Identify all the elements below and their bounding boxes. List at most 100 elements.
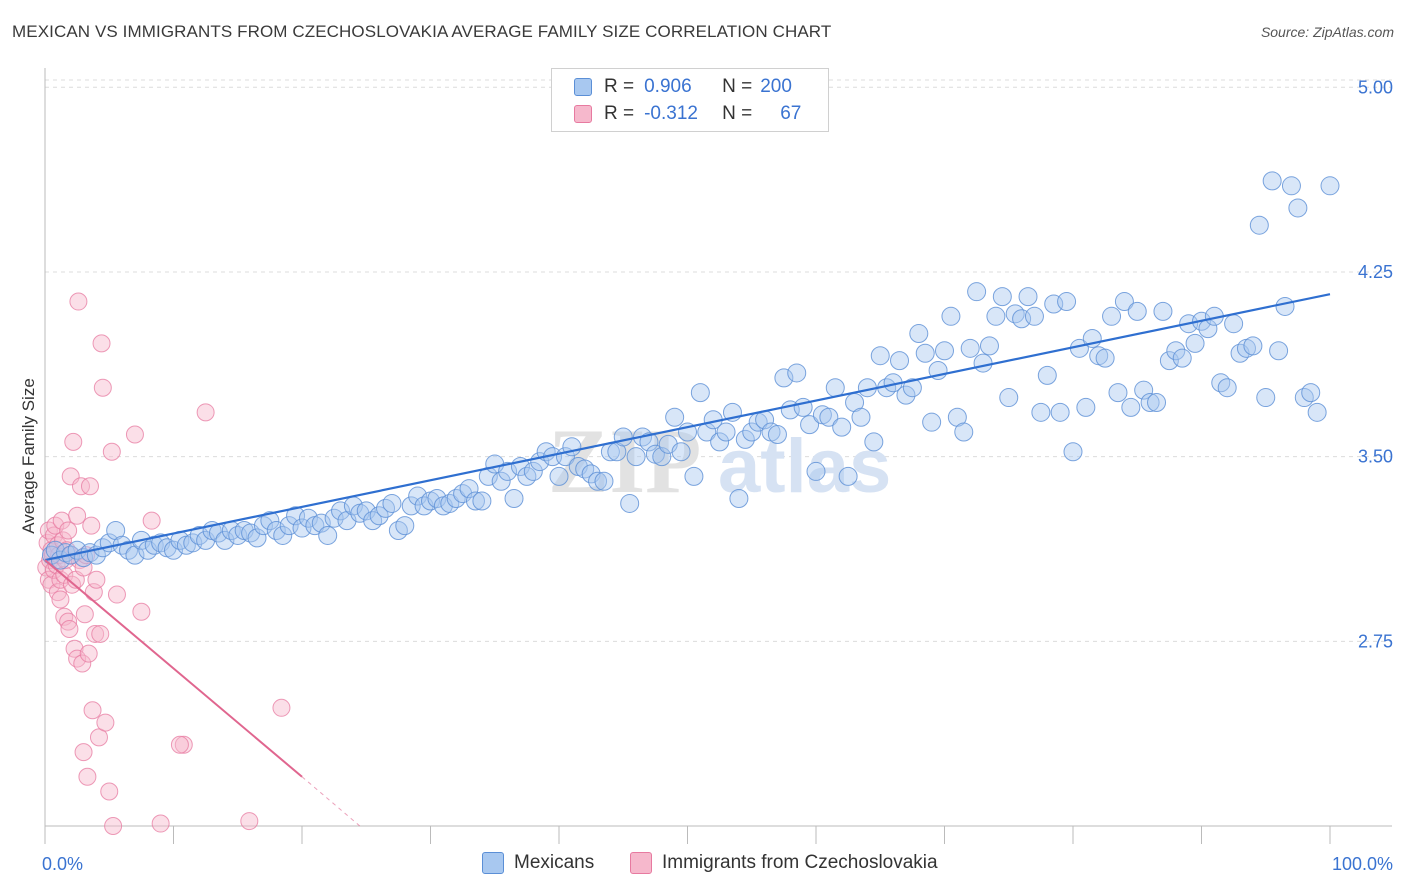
data-point-mexicans	[742, 422, 762, 442]
data-point-czechoslovakia	[59, 521, 78, 540]
data-point-czechoslovakia	[170, 735, 189, 754]
data-point-mexicans	[864, 432, 884, 452]
data-point-czechoslovakia	[125, 425, 144, 444]
data-point-mexicans	[851, 407, 871, 427]
data-point-mexicans	[119, 540, 139, 560]
data-point-mexicans	[1121, 397, 1141, 417]
data-point-czechoslovakia	[44, 526, 63, 545]
data-point-mexicans	[1050, 402, 1070, 422]
data-point-mexicans	[1102, 306, 1122, 326]
data-point-mexicans	[1217, 378, 1237, 398]
data-point-mexicans	[639, 432, 659, 452]
legend-row-czechoslovakia: R = -0.312 N = 67	[574, 102, 801, 126]
data-point-mexicans	[549, 466, 569, 486]
data-point-mexicans	[941, 306, 961, 326]
data-point-czechoslovakia	[96, 713, 115, 732]
data-point-mexicans	[472, 491, 492, 511]
trend-extension-czechoslovakia	[301, 776, 361, 827]
data-point-mexicans	[517, 466, 537, 486]
data-point-mexicans	[832, 417, 852, 437]
data-point-mexicans	[825, 378, 845, 398]
data-point-czechoslovakia	[87, 570, 106, 589]
legend-r-label: R =	[604, 76, 635, 97]
chart-title: MEXICAN VS IMMIGRANTS FROM CZECHOSLOVAKI…	[12, 22, 832, 41]
series-legend: Mexicans Immigrants from Czechoslovakia	[0, 852, 1406, 876]
data-point-mexicans	[1288, 198, 1308, 218]
data-point-czechoslovakia	[73, 654, 92, 673]
data-point-mexicans	[164, 540, 183, 560]
legend-row-mexicans: R = 0.906 N = 200	[574, 75, 792, 99]
data-point-czechoslovakia	[92, 334, 111, 353]
data-point-czechoslovakia	[240, 812, 259, 831]
data-point-mexicans	[1076, 397, 1096, 417]
data-point-czechoslovakia	[80, 477, 99, 496]
data-point-mexicans	[1134, 380, 1154, 400]
data-point-mexicans	[890, 351, 910, 371]
data-point-mexicans	[594, 471, 614, 491]
data-point-mexicans	[626, 447, 646, 467]
data-point-mexicans	[954, 422, 974, 442]
data-point-mexicans	[684, 466, 704, 486]
data-point-mexicans	[690, 383, 710, 403]
source-label: Source: ZipAtlas.com	[1260, 24, 1394, 40]
data-point-mexicans	[800, 415, 820, 435]
data-point-mexicans	[491, 471, 511, 491]
data-point-czechoslovakia	[42, 575, 61, 594]
legend-swatch-blue	[574, 78, 592, 96]
y-tick-label: 5.00	[1358, 77, 1393, 97]
data-point-mexicans	[1262, 171, 1282, 191]
data-point-mexicans	[266, 521, 286, 541]
data-point-mexicans	[1114, 292, 1134, 312]
data-point-czechoslovakia	[132, 602, 151, 621]
data-point-mexicans	[710, 432, 730, 452]
data-point-czechoslovakia	[272, 698, 291, 717]
data-point-mexicans	[1005, 304, 1025, 324]
data-point-mexicans	[260, 511, 280, 531]
data-point-mexicans	[504, 489, 524, 509]
data-point-mexicans	[298, 508, 318, 528]
data-point-mexicans	[671, 442, 691, 462]
data-point-mexicans	[318, 525, 338, 545]
data-point-mexicans	[1095, 348, 1115, 368]
legend-n-label: N =	[722, 103, 753, 124]
data-point-mexicans	[1037, 365, 1057, 385]
data-point-czechoslovakia	[104, 817, 123, 835]
legend-item-mexicans[interactable]: Mexicans	[482, 852, 594, 874]
data-point-mexicans	[1018, 287, 1038, 307]
data-point-mexicans	[446, 489, 466, 509]
data-point-mexicans	[273, 525, 293, 545]
data-point-czechoslovakia	[91, 624, 110, 643]
data-point-czechoslovakia	[68, 649, 87, 668]
x-tick-labels: 0.0% 100.0%	[42, 854, 1393, 874]
data-point-mexicans	[973, 353, 993, 373]
trend-lines	[44, 293, 1331, 827]
x-tick-label-max: 100.0%	[1332, 854, 1393, 874]
data-point-mexicans	[1172, 348, 1192, 368]
y-tick-label: 4.25	[1358, 262, 1393, 282]
data-point-mexicans	[363, 511, 383, 531]
legend-swatch-czechoslovakia	[630, 852, 652, 874]
data-point-czechoslovakia	[74, 743, 93, 762]
data-point-czechoslovakia	[59, 612, 78, 631]
data-point-czechoslovakia	[53, 531, 72, 550]
data-point-mexicans	[1057, 292, 1077, 312]
data-point-mexicans	[1024, 306, 1044, 326]
legend-swatch-pink	[574, 105, 592, 123]
data-point-czechoslovakia	[142, 511, 161, 530]
data-point-mexicans	[459, 479, 479, 499]
data-point-czechoslovakia	[174, 735, 193, 754]
data-point-mexicans	[806, 461, 826, 481]
legend-item-czechoslovakia[interactable]: Immigrants from Czechoslovakia	[630, 852, 938, 874]
data-point-czechoslovakia	[100, 782, 119, 801]
data-point-mexicans	[1185, 333, 1205, 353]
data-point-mexicans	[999, 388, 1019, 408]
data-point-mexicans	[1108, 383, 1128, 403]
data-point-mexicans	[1320, 176, 1340, 196]
data-point-mexicans	[613, 427, 633, 447]
y-tick-labels: 2.75 3.50 4.25 5.00	[1358, 77, 1393, 651]
data-point-czechoslovakia	[86, 624, 105, 643]
data-point-mexicans	[992, 287, 1012, 307]
legend-n-value: 200	[760, 76, 792, 97]
data-point-czechoslovakia	[69, 292, 88, 311]
